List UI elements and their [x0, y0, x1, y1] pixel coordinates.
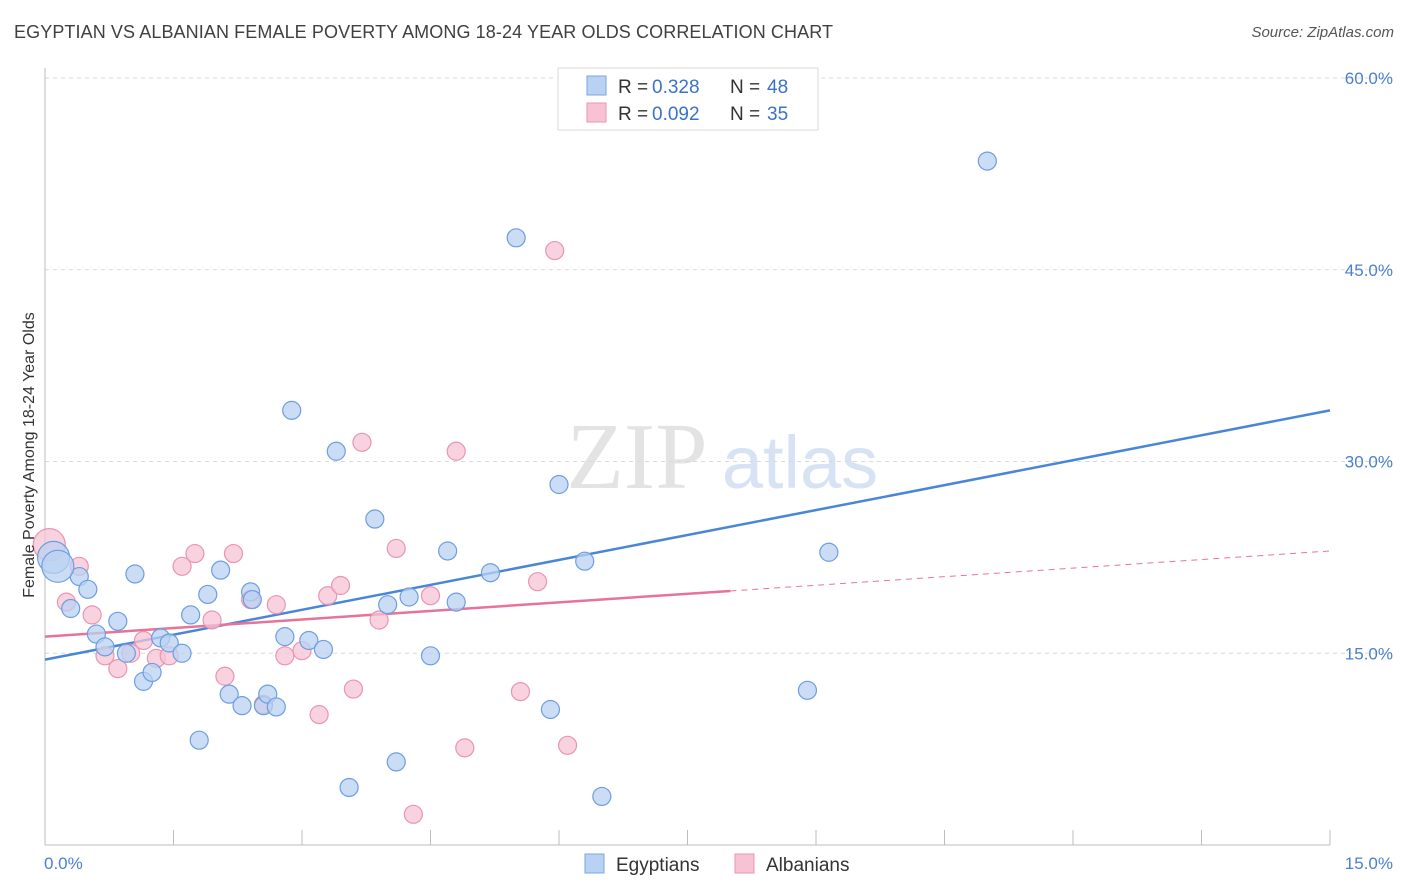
y-tick-label: 60.0% [1345, 69, 1393, 88]
legend-n-value-2: 35 [767, 104, 788, 125]
point-albanians [545, 240, 565, 261]
point-egyptians [399, 587, 419, 607]
point-egyptians [386, 752, 406, 772]
point-egyptians [819, 542, 839, 562]
legend-r-value-2: 0.092 [652, 104, 700, 125]
watermark-atlas: atlas [722, 421, 878, 504]
point-egyptians [378, 595, 398, 615]
chart-title: EGYPTIAN VS ALBANIAN FEMALE POVERTY AMON… [14, 22, 834, 42]
point-albanians [82, 605, 102, 625]
point-egyptians [540, 699, 561, 720]
point-albanians [403, 804, 423, 824]
point-egyptians [219, 684, 239, 704]
point-egyptians [198, 584, 218, 605]
legend-r-label-2: R = [618, 104, 648, 125]
point-albanians [455, 738, 475, 758]
point-egyptians [189, 730, 209, 750]
point-albanians [266, 595, 286, 615]
bottom-swatch-albanians [734, 853, 755, 874]
point-egyptians [365, 509, 385, 529]
bottom-legend-albanians: Albanians [766, 855, 849, 876]
point-egyptians [438, 541, 458, 561]
grid-lines [45, 77, 1392, 654]
y-tick-label: 15.0% [1345, 644, 1393, 663]
point-egyptians [420, 646, 441, 666]
bottom-swatch-egyptians [584, 853, 605, 874]
point-egyptians [125, 564, 145, 584]
data-points [32, 151, 997, 824]
point-albanians [318, 586, 338, 606]
point-egyptians [326, 441, 346, 461]
legend-bottom: Egyptians Albanians [584, 853, 849, 876]
legend-top: R = 0.328 N = 48 R = 0.092 N = 35 [557, 67, 819, 131]
point-albanians [330, 575, 351, 596]
point-egyptians [266, 697, 286, 717]
point-albanians [309, 705, 329, 725]
point-egyptians [977, 151, 997, 171]
point-egyptians [242, 589, 262, 610]
point-egyptians [797, 680, 818, 700]
y-tick-label: 30.0% [1345, 453, 1393, 472]
point-egyptians [61, 598, 81, 619]
point-albanians [223, 543, 244, 564]
point-egyptians [181, 605, 201, 625]
point-egyptians [108, 611, 128, 631]
point-egyptians [549, 474, 569, 495]
point-albanians [133, 630, 154, 651]
point-egyptians [142, 662, 162, 683]
legend-swatch-egyptians [586, 75, 607, 96]
point-albanians [215, 666, 235, 686]
point-albanians [446, 441, 466, 461]
point-albanians [510, 681, 531, 702]
point-egyptians [313, 639, 334, 660]
legend-n-label-2: N = [730, 104, 760, 125]
point-egyptians [275, 627, 295, 647]
legend-n-value-1: 48 [767, 77, 788, 98]
y-tick-label: 45.0% [1345, 261, 1393, 280]
point-egyptians [339, 777, 359, 798]
point-egyptians [95, 637, 115, 657]
point-egyptians [41, 549, 75, 583]
x-tick-label: 0.0% [44, 854, 83, 873]
point-egyptians [172, 643, 192, 663]
trend-line-egyptians [44, 409, 1331, 661]
trend-line-dashed-albanians [730, 550, 1331, 592]
point-egyptians [282, 400, 302, 420]
source-label: Source: ZipAtlas.com [1251, 24, 1394, 41]
point-egyptians [232, 696, 252, 716]
point-egyptians [211, 560, 231, 580]
watermark-zip: ZIP [567, 405, 708, 509]
legend-r-value-1: 0.328 [652, 77, 700, 98]
point-albanians [420, 586, 441, 606]
point-egyptians [575, 551, 595, 571]
point-albanians [275, 646, 295, 666]
point-albanians [202, 610, 222, 630]
point-egyptians [78, 579, 98, 599]
axis-ticks: 15.0% 30.0% 45.0% 60.0% 0.0% 15.0% [44, 69, 1393, 873]
point-albanians [386, 538, 406, 559]
point-egyptians [299, 630, 319, 651]
point-albanians [108, 658, 128, 679]
point-albanians [185, 543, 205, 564]
bottom-legend-egyptians: Egyptians [616, 855, 699, 876]
point-albanians [352, 432, 372, 452]
point-albanians [343, 679, 363, 699]
point-egyptians [592, 786, 612, 807]
legend-n-label-1: N = [730, 77, 760, 98]
point-egyptians [480, 563, 501, 583]
y-axis-title: Female Poverty Among 18-24 Year Olds [21, 312, 38, 598]
point-albanians [172, 556, 192, 576]
legend-r-label-1: R = [618, 77, 648, 98]
point-egyptians [506, 228, 526, 248]
legend-swatch-albanians [586, 102, 607, 123]
point-egyptians [116, 643, 136, 663]
point-albanians [527, 572, 548, 592]
point-egyptians [159, 633, 179, 653]
x-tick-label: 15.0% [1345, 854, 1393, 873]
point-albanians [557, 735, 578, 755]
point-albanians [369, 610, 389, 630]
point-egyptians [446, 592, 466, 612]
